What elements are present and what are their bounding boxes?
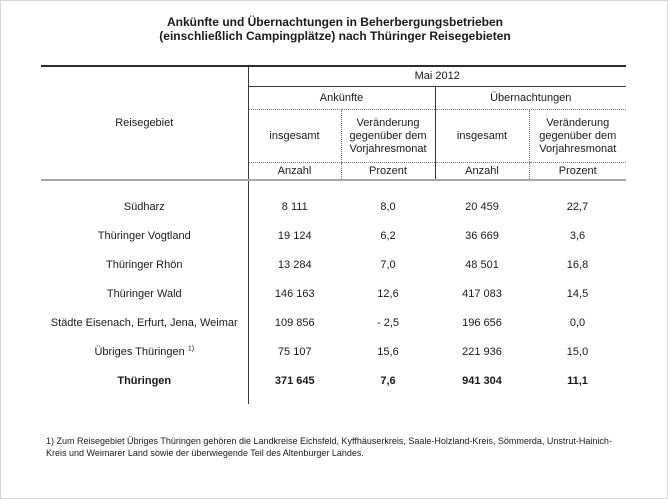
overnights-total-cell: 20 459 — [465, 201, 499, 213]
overnights-change-cell: 0,0 — [569, 317, 586, 329]
overnights-total-cell: 221 936 — [462, 346, 502, 358]
subheader-overnights-total: insgesamt — [434, 109, 529, 163]
arrivals-total-cell: 75 107 — [277, 346, 312, 358]
arrivals-change-cell: 15,6 — [377, 346, 399, 358]
header-row-subcolumns: insgesamt Veränderung gegenüber dem Vorj… — [41, 109, 627, 163]
overnights-change-cell: 16,8 — [566, 259, 589, 271]
title-line-2: (einschließlich Campingplätze) nach Thür… — [159, 29, 511, 43]
unit-header-overnights-percent: Prozent — [528, 162, 627, 181]
arrivals-change-cell: 8,0 — [380, 201, 396, 213]
subheader-arrivals-total: insgesamt — [248, 109, 341, 163]
table-row-total: Thüringen 371 645 7,6 941 304 11,1 — [41, 367, 626, 396]
arrivals-total-cell: 371 645 — [274, 375, 315, 387]
overnights-total-cell: 941 304 — [462, 375, 502, 387]
column-header-overnights: Übernachtungen — [434, 86, 627, 110]
footnote-marker: 1) — [187, 345, 195, 353]
region-cell: Thüringen — [41, 367, 249, 396]
unit-header-arrivals-percent: Prozent — [340, 162, 435, 181]
overnights-total-cell: 196 656 — [462, 317, 502, 329]
header-row-groups: Ankünfte Übernachtungen — [41, 86, 627, 110]
table-row: Städte Eisenach, Erfurt, Jena, Weimar 10… — [41, 309, 626, 338]
region-cell: Übriges Thüringen 1) — [41, 338, 249, 367]
arrivals-total-cell: 19 124 — [277, 230, 312, 242]
region-cell: Thüringer Vogtland — [41, 222, 249, 251]
arrivals-total-cell: 13 284 — [277, 259, 312, 271]
statistics-table: Reisegebiet Mai 2012 Ankünfte Übernachtu… — [41, 65, 627, 404]
overnights-total-cell: 417 083 — [462, 288, 502, 300]
overnights-change-cell: 22,7 — [566, 201, 589, 213]
overnights-total-cell: 48 501 — [465, 259, 499, 271]
arrivals-total-cell: 146 163 — [274, 288, 315, 300]
arrivals-change-cell: 7,0 — [380, 259, 396, 271]
table-row: Thüringer Vogtland 19 124 6,2 36 669 3,6 — [41, 222, 626, 251]
table-row: Thüringer Rhön 13 284 7,0 48 501 16,8 — [41, 251, 626, 280]
overnights-change-cell: 14,5 — [566, 288, 589, 300]
unit-header-arrivals-count: Anzahl — [248, 162, 341, 181]
arrivals-total-cell: 109 856 — [274, 317, 315, 329]
arrivals-change-cell: 12,6 — [377, 288, 399, 300]
arrivals-change-cell: 7,6 — [380, 375, 396, 387]
region-cell: Thüringer Rhön — [41, 251, 249, 280]
column-header-arrivals: Ankünfte — [248, 86, 435, 110]
arrivals-change-cell: 6,2 — [380, 230, 396, 242]
subheader-arrivals-change: Veränderung gegenüber dem Vorjahresmonat — [340, 109, 435, 163]
table-row: Südharz 8 111 8,0 20 459 22,7 — [41, 193, 626, 222]
body-spacer-top — [41, 180, 626, 193]
arrivals-change-cell: - 2,5 — [376, 317, 399, 329]
subheader-overnights-change: Veränderung gegenüber dem Vorjahresmonat — [528, 109, 627, 163]
title-line-1: Ankünfte und Übernachtungen in Beherberg… — [166, 15, 504, 29]
unit-header-overnights-count: Anzahl — [434, 162, 529, 181]
table-row: Übriges Thüringen 1) 75 107 15,6 221 936… — [41, 338, 626, 367]
arrivals-total-cell: 8 111 — [281, 201, 308, 213]
body-spacer-bottom — [41, 396, 626, 404]
column-header-region: Reisegebiet — [41, 66, 249, 181]
header-row-units: Anzahl Prozent Anzahl Prozent — [41, 162, 627, 181]
region-cell: Städte Eisenach, Erfurt, Jena, Weimar — [41, 309, 249, 338]
table-row: Thüringer Wald 146 163 12,6 417 083 14,5 — [41, 280, 626, 309]
overnights-change-cell: 15,0 — [566, 346, 589, 358]
header-row-period: Reisegebiet Mai 2012 — [41, 66, 627, 181]
column-header-period: Mai 2012 — [248, 66, 627, 87]
region-cell: Südharz — [41, 193, 249, 222]
region-cell: Thüringer Wald — [41, 280, 249, 309]
page-title: Ankünfte und Übernachtungen in Beherberg… — [1, 15, 667, 43]
overnights-change-cell: 3,6 — [569, 230, 586, 242]
overnights-total-cell: 36 669 — [465, 230, 499, 242]
region-label: Übriges Thüringen — [94, 346, 185, 358]
overnights-change-cell: 11,1 — [567, 375, 588, 387]
footnote-text: 1) Zum Reisegebiet Übriges Thüringen geh… — [46, 436, 612, 458]
